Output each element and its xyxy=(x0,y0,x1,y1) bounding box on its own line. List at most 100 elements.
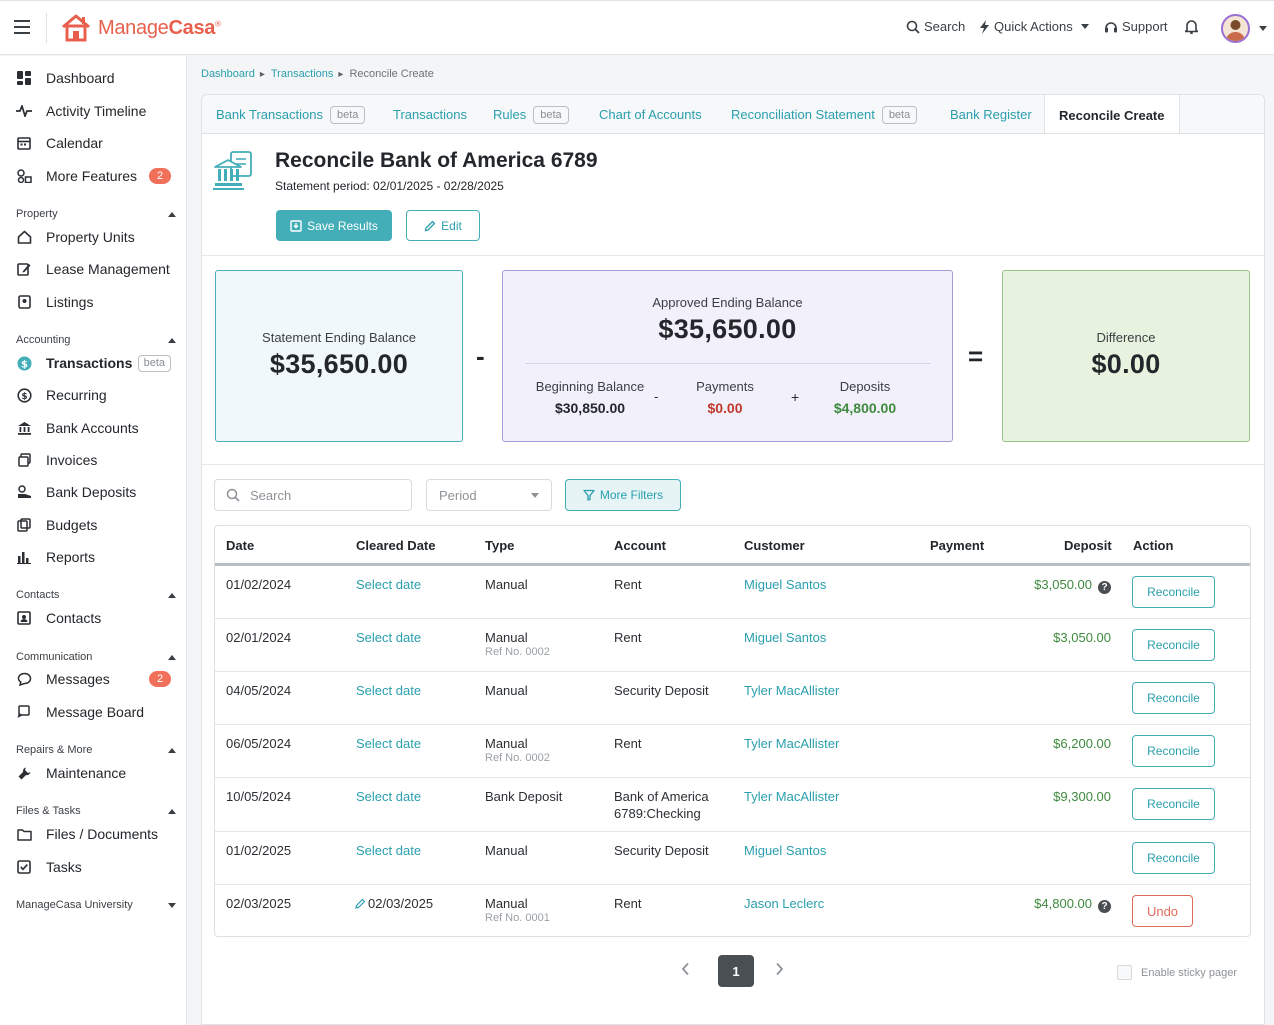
help-icon[interactable]: ? xyxy=(1098,900,1111,913)
reconcile-button[interactable]: Reconcile xyxy=(1132,788,1215,820)
sidebar-item-message-board[interactable]: Message Board xyxy=(16,704,181,720)
notifications-button[interactable] xyxy=(1185,19,1198,34)
undo-button[interactable]: Undo xyxy=(1132,895,1193,927)
customer-link[interactable]: Miguel Santos xyxy=(744,577,827,592)
section-header-property[interactable]: Property xyxy=(16,208,176,220)
sidebar-item-files-documents[interactable]: Files / Documents xyxy=(16,826,181,842)
logo[interactable]: ManageCasa® xyxy=(60,11,221,45)
customer-link[interactable]: Miguel Santos xyxy=(744,630,827,645)
sidebar-item-tasks[interactable]: Tasks xyxy=(16,859,181,875)
period-select[interactable]: Period xyxy=(426,479,552,511)
statement-ending-label: Statement Ending Balance xyxy=(262,330,416,345)
select-date-link[interactable]: Select date xyxy=(356,736,422,751)
search-link[interactable]: Search xyxy=(906,19,965,34)
tab-chart-of-accounts[interactable]: Chart of Accounts xyxy=(599,95,702,134)
sticky-pager-toggle[interactable]: Enable sticky pager xyxy=(1117,965,1237,980)
column-header-payment[interactable]: Payment xyxy=(930,538,985,553)
sidebar-item-listings[interactable]: Listings xyxy=(16,294,181,310)
pager-prev-button[interactable] xyxy=(681,962,690,976)
sidebar-item-calendar[interactable]: Calendar xyxy=(16,135,181,151)
menu-icon[interactable] xyxy=(14,20,30,34)
section-header-accounting[interactable]: Accounting xyxy=(16,334,176,346)
breadcrumb-transactions-link[interactable]: Transactions xyxy=(270,68,334,80)
column-header-deposit[interactable]: Deposit xyxy=(1064,538,1112,553)
checkbox-icon xyxy=(16,859,32,875)
quick-actions-menu[interactable]: Quick Actions xyxy=(979,19,1089,34)
tab-bank-register[interactable]: Bank Register xyxy=(950,95,1032,134)
select-date-link[interactable]: Select date xyxy=(356,789,422,804)
section-header-repairs[interactable]: Repairs & More xyxy=(16,744,176,756)
tab-reconcile-create[interactable]: Reconcile Create xyxy=(1044,95,1180,135)
reconcile-button[interactable]: Reconcile xyxy=(1132,629,1215,661)
more-filters-button[interactable]: More Filters xyxy=(565,479,681,511)
customer-link[interactable]: Tyler MacAllister xyxy=(744,736,840,751)
bank-statement-icon xyxy=(213,150,259,192)
customer-link[interactable]: Tyler MacAllister xyxy=(744,683,840,698)
edit-label: Edit xyxy=(441,218,462,233)
pager-page-1[interactable]: 1 xyxy=(718,955,754,987)
breadcrumb-dashboard-link[interactable]: Dashboard xyxy=(201,68,255,80)
column-header-date[interactable]: Date xyxy=(226,538,255,553)
avatar-chevron-down-icon[interactable] xyxy=(1259,26,1267,31)
sidebar-item-invoices[interactable]: Invoices xyxy=(16,452,181,468)
select-date-link[interactable]: Select date xyxy=(356,843,422,858)
sidebar-item-messages[interactable]: Messages 2 xyxy=(16,671,181,687)
sidebar-item-label: Bank Deposits xyxy=(46,484,137,500)
sidebar-item-activity-timeline[interactable]: Activity Timeline xyxy=(16,103,181,119)
customer-link[interactable]: Jason Leclerc xyxy=(744,896,825,911)
sticky-pager-checkbox[interactable] xyxy=(1117,965,1132,980)
sidebar-item-maintenance[interactable]: Maintenance xyxy=(16,765,181,781)
sidebar-item-dashboard[interactable]: Dashboard xyxy=(16,70,181,86)
tab-rules[interactable]: Rules beta xyxy=(493,95,569,134)
section-header-university[interactable]: ManageCasa University xyxy=(16,899,176,911)
search-input[interactable]: Search xyxy=(214,479,412,511)
sidebar-item-reports[interactable]: Reports xyxy=(16,549,181,565)
select-date-link[interactable]: Select date xyxy=(356,683,422,698)
cleared-date-cell[interactable]: 02/03/2025 xyxy=(355,896,433,911)
sidebar-item-bank-accounts[interactable]: Bank Accounts xyxy=(16,420,181,436)
avatar[interactable] xyxy=(1221,14,1250,43)
sidebar-item-transactions[interactable]: $ Transactions beta xyxy=(16,354,181,372)
edit-button[interactable]: Edit xyxy=(406,210,480,241)
select-date-link[interactable]: Select date xyxy=(356,630,422,645)
sidebar-item-lease-management[interactable]: Lease Management xyxy=(16,261,181,277)
column-header-customer[interactable]: Customer xyxy=(744,538,805,553)
tab-transactions[interactable]: Transactions xyxy=(393,95,467,134)
type-cell: Manual xyxy=(485,896,528,911)
support-link[interactable]: Support xyxy=(1104,19,1168,34)
customer-link[interactable]: Miguel Santos xyxy=(744,843,827,858)
section-header-contacts[interactable]: Contacts xyxy=(16,589,176,601)
divider xyxy=(46,13,47,43)
deposit-amount: $4,800.00 xyxy=(1034,896,1092,911)
reconcile-button[interactable]: Reconcile xyxy=(1132,682,1215,714)
help-icon[interactable]: ? xyxy=(1098,581,1111,594)
tab-bank-transactions[interactable]: Bank Transactions beta xyxy=(216,95,366,134)
select-date-link[interactable]: Select date xyxy=(356,577,422,592)
reconcile-button[interactable]: Reconcile xyxy=(1132,576,1215,608)
sidebar-item-budgets[interactable]: Budgets xyxy=(16,517,181,533)
divider xyxy=(202,464,1264,465)
type-cell: Bank Deposit xyxy=(485,789,563,804)
section-label: Property xyxy=(16,208,58,220)
pager-next-button[interactable] xyxy=(775,962,784,976)
sidebar-item-more-features[interactable]: More Features 2 xyxy=(16,168,181,184)
column-header-cleared-date[interactable]: Cleared Date xyxy=(356,538,436,553)
budget-icon xyxy=(16,517,32,533)
customer-link[interactable]: Tyler MacAllister xyxy=(744,789,840,804)
tab-reconciliation-statement[interactable]: Reconciliation Statement beta xyxy=(731,95,918,134)
section-header-communication[interactable]: Communication xyxy=(16,651,176,663)
column-header-type[interactable]: Type xyxy=(485,538,515,553)
sidebar-item-recurring[interactable]: $ Recurring xyxy=(16,387,181,403)
reconcile-button[interactable]: Reconcile xyxy=(1132,842,1215,874)
sidebar-item-property-units[interactable]: Property Units xyxy=(16,229,181,245)
sidebar-item-contacts[interactable]: Contacts xyxy=(16,610,181,626)
count-badge: 2 xyxy=(149,168,171,184)
section-header-files[interactable]: Files & Tasks xyxy=(16,805,176,817)
sidebar-item-bank-deposits[interactable]: Bank Deposits xyxy=(16,484,181,500)
payments-value: $0.00 xyxy=(707,400,743,416)
ref-number: Ref No. 0002 xyxy=(485,646,550,658)
deposit-cell: $4,800.00? xyxy=(1034,896,1111,913)
column-header-account[interactable]: Account xyxy=(614,538,666,553)
reconcile-button[interactable]: Reconcile xyxy=(1132,735,1215,767)
save-results-button[interactable]: Save Results xyxy=(276,210,392,241)
